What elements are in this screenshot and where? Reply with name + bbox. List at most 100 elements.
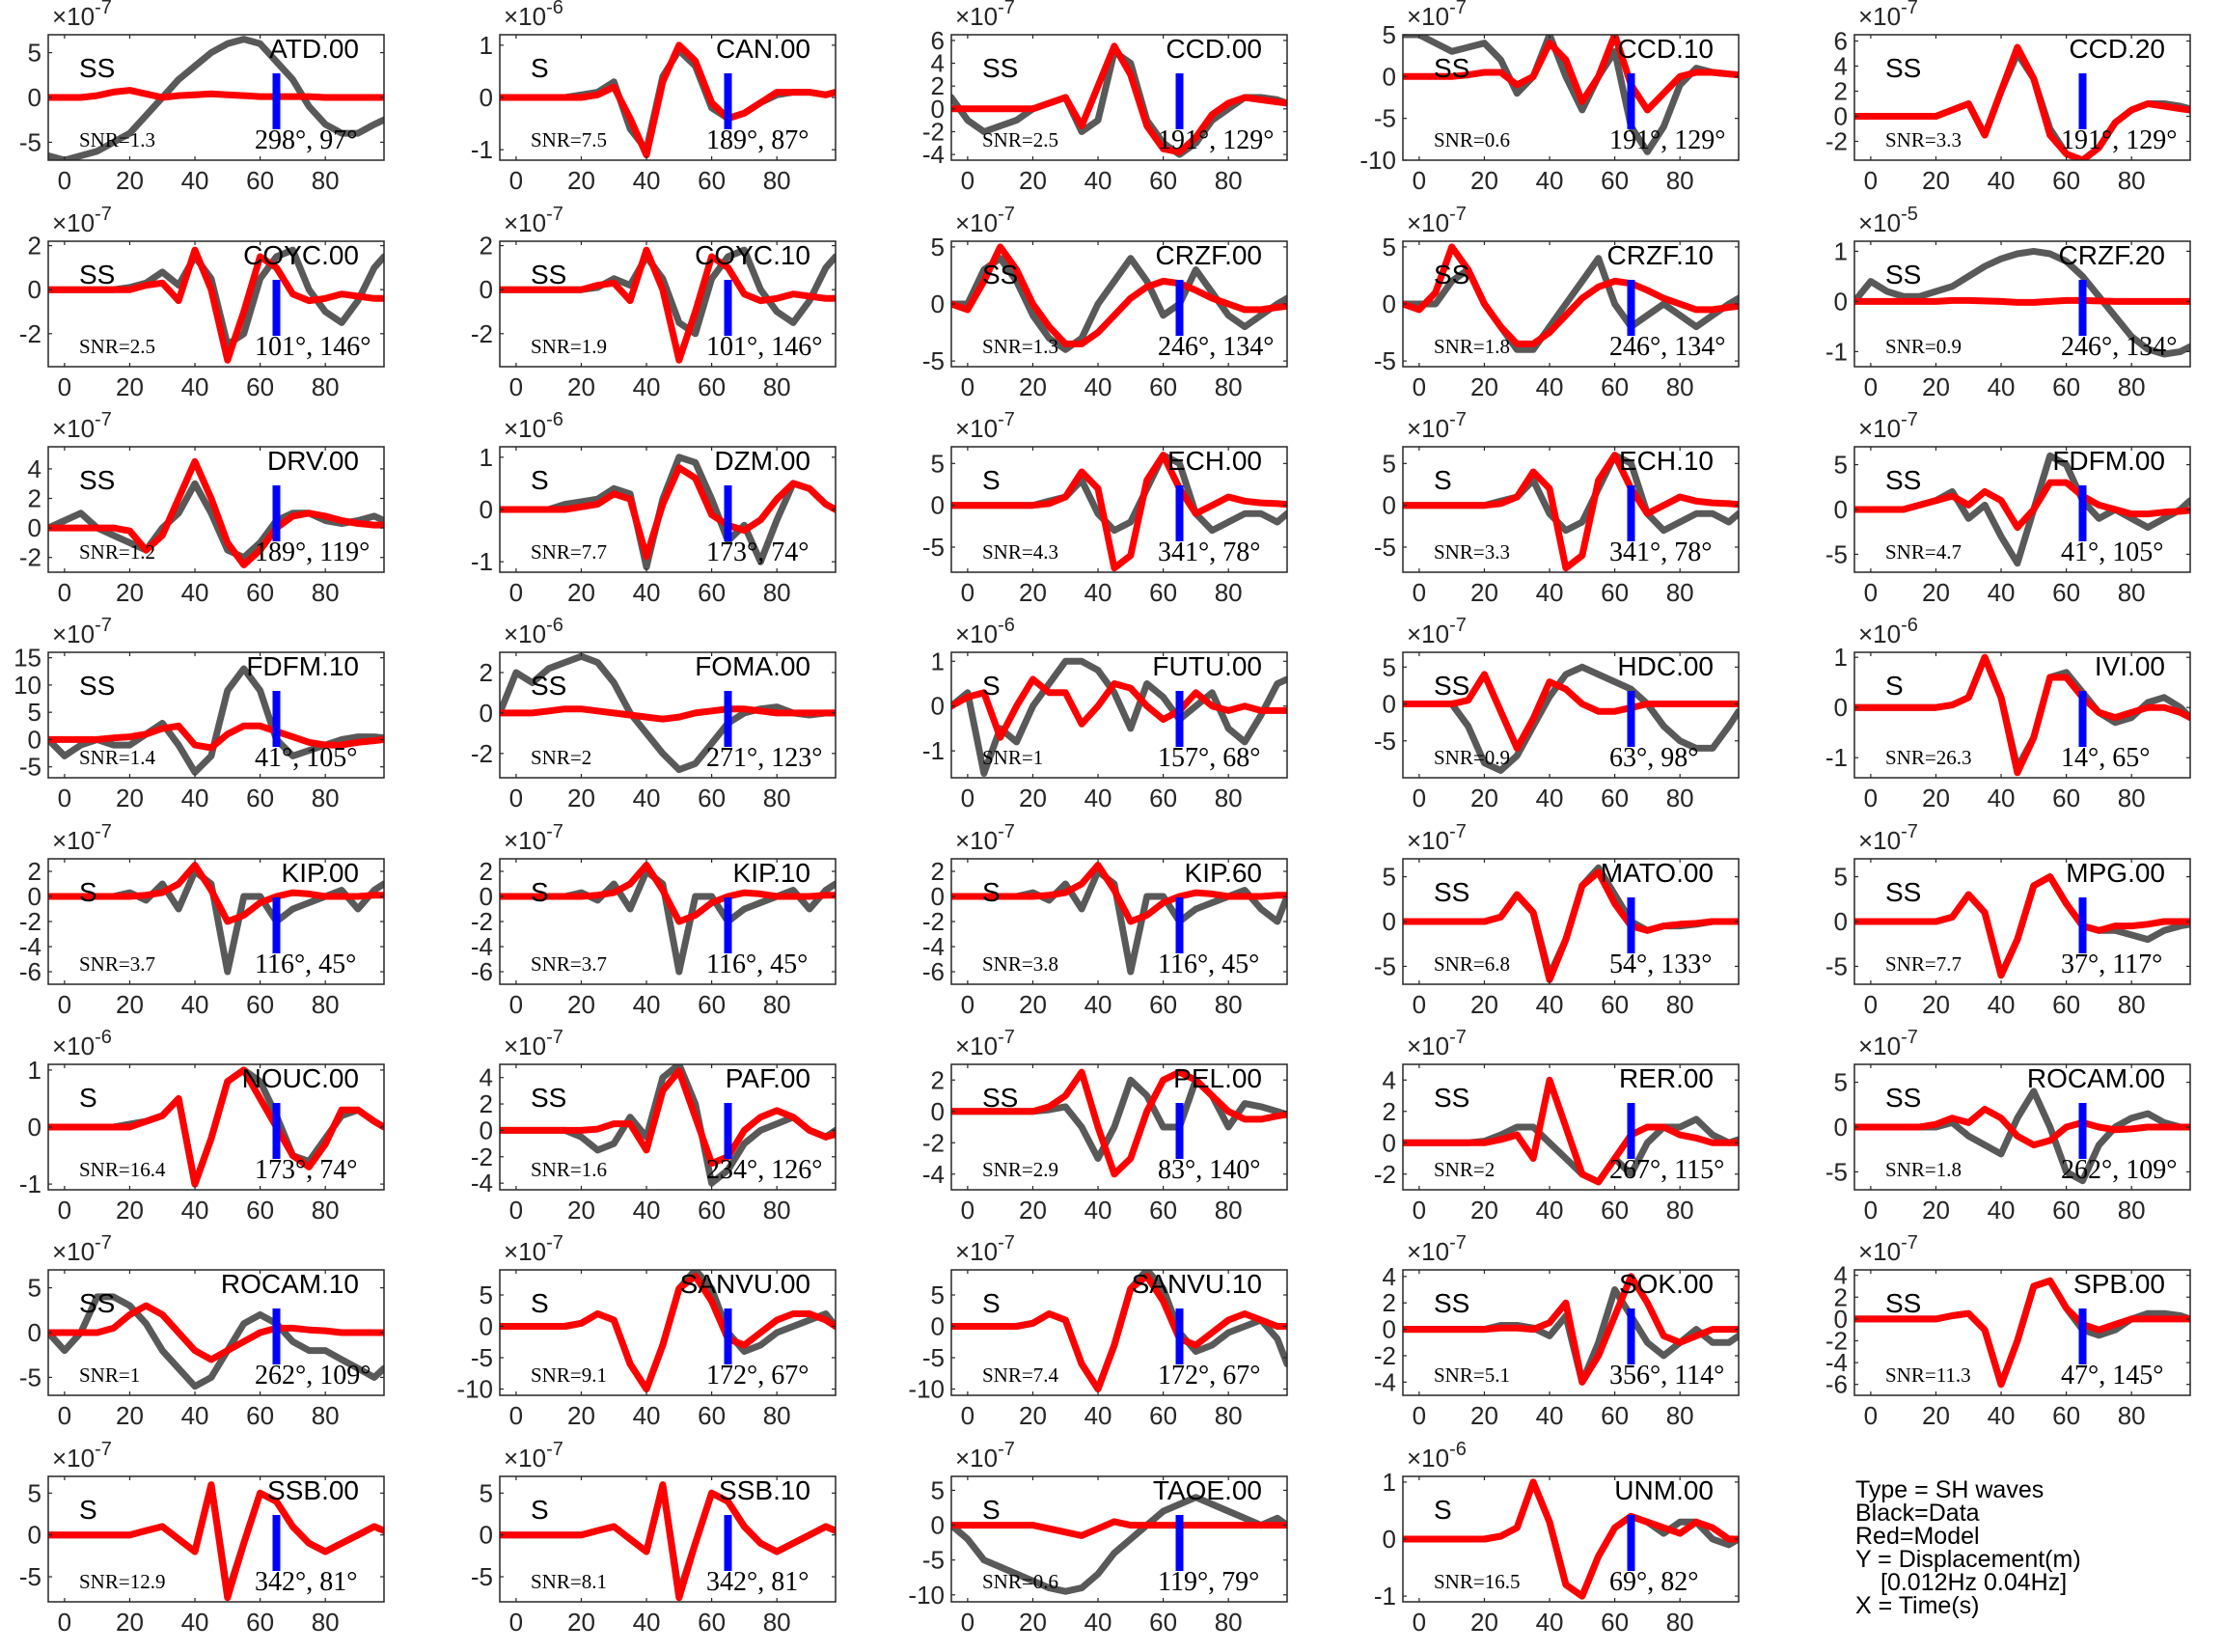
y-tick-label: -4 bbox=[922, 932, 945, 961]
phase-label: SS bbox=[79, 53, 115, 83]
azimuth-label: 41°, 105° bbox=[255, 743, 357, 773]
x-tick-label: 0 bbox=[1413, 784, 1426, 812]
station-label: CRZF.00 bbox=[1156, 240, 1262, 270]
snr-label: SNR=1.4 bbox=[79, 746, 155, 769]
y-exponent-label: ×10-7 bbox=[1407, 1027, 1467, 1060]
model-trace bbox=[1854, 873, 2190, 979]
phase-label: S bbox=[1434, 1495, 1452, 1525]
x-tick-label: 0 bbox=[961, 578, 974, 607]
arrival-marker bbox=[1627, 1515, 1635, 1571]
x-tick-label: 80 bbox=[312, 784, 340, 812]
y-exponent-label: ×10-7 bbox=[52, 1232, 112, 1266]
y-tick-label: 2 bbox=[28, 232, 41, 261]
axes-box bbox=[950, 446, 1288, 573]
x-tick-label: 0 bbox=[509, 166, 523, 195]
arrival-marker bbox=[724, 1308, 732, 1364]
snr-label: SNR=7.5 bbox=[531, 128, 607, 151]
x-tick-label: 0 bbox=[1413, 1401, 1426, 1430]
phase-label: S bbox=[79, 1083, 97, 1113]
subplot-rocam-10: 0 20 40 60 80 -5 0 5 ×10-7 SS ROCAM.10 SNR=1 262°, 1… bbox=[19, 1232, 385, 1430]
snr-label: SNR=1.8 bbox=[1434, 335, 1510, 358]
y-tick-label: 4 bbox=[1383, 1065, 1396, 1094]
y-tick-label: 0 bbox=[931, 491, 945, 520]
phase-label: S bbox=[531, 1495, 549, 1525]
model-trace bbox=[500, 1273, 836, 1392]
subplot-atd-00: 0 20 40 60 80 -5 0 5 ×10-7 SS ATD.00 SNR=1.3 298°, 9… bbox=[19, 0, 385, 195]
snr-label: SNR=9.1 bbox=[531, 1363, 607, 1387]
subplot-ivi-00: 0 20 40 60 80 -1 0 1 ×10-6 S IVI.00 SNR=26.3 14°, 65… bbox=[1825, 615, 2191, 812]
arrival-marker bbox=[2078, 1308, 2087, 1364]
x-tick-label: 40 bbox=[1536, 784, 1564, 812]
phase-label: SS bbox=[1434, 671, 1469, 701]
model-trace bbox=[1403, 868, 1739, 983]
y-tick-label: 0 bbox=[480, 882, 493, 911]
x-tick-label: 80 bbox=[2118, 990, 2146, 1019]
y-tick-label: -5 bbox=[1825, 539, 1848, 568]
y-tick-label: 0 bbox=[1834, 1305, 1848, 1334]
y-tick-label: 0 bbox=[1383, 1525, 1396, 1554]
subplot-crzf-00: 0 20 40 60 80 -5 0 5 ×10-7 SS CRZF.00 SNR=1.3 246°, … bbox=[922, 204, 1288, 401]
arrival-marker bbox=[1627, 485, 1635, 541]
y-exponent-label: ×10-7 bbox=[52, 0, 112, 31]
x-tick-label: 20 bbox=[1922, 1401, 1950, 1430]
axes-box bbox=[950, 1269, 1288, 1396]
x-tick-label: 80 bbox=[312, 166, 340, 195]
x-tick-label: 60 bbox=[1601, 1196, 1629, 1225]
azimuth-label: 119°, 79° bbox=[1158, 1567, 1259, 1597]
snr-label: SNR=16.4 bbox=[79, 1158, 166, 1181]
x-tick-label: 40 bbox=[1084, 784, 1112, 812]
x-tick-label: 20 bbox=[1019, 1401, 1047, 1430]
x-tick-label: 0 bbox=[1413, 372, 1426, 401]
y-tick-label: -4 bbox=[19, 932, 41, 961]
snr-label: SNR=0.9 bbox=[1885, 335, 1962, 358]
station-label: CRZF.10 bbox=[1607, 240, 1714, 270]
phase-label: S bbox=[79, 877, 97, 907]
y-tick-label: 2 bbox=[931, 857, 945, 886]
x-tick-label: 20 bbox=[1922, 372, 1950, 401]
y-tick-label: 2 bbox=[480, 1089, 493, 1118]
station-label: ECH.10 bbox=[1619, 446, 1714, 476]
arrival-marker bbox=[272, 691, 281, 747]
y-exponent-label: ×10-7 bbox=[955, 821, 1015, 855]
model-trace bbox=[951, 243, 1287, 347]
data-trace bbox=[48, 36, 384, 160]
x-tick-label: 60 bbox=[2052, 1401, 2080, 1430]
y-exponent-label: ×10-6 bbox=[52, 1027, 112, 1060]
arrival-marker bbox=[1627, 691, 1635, 747]
x-tick-label: 60 bbox=[2052, 990, 2080, 1019]
x-tick-label: 40 bbox=[1536, 372, 1564, 401]
model-trace bbox=[1854, 1277, 2190, 1389]
y-exponent-label: ×10-7 bbox=[1407, 204, 1467, 237]
y-tick-label: 0 bbox=[480, 1115, 493, 1144]
phase-label: S bbox=[982, 465, 1001, 495]
x-tick-label: 20 bbox=[567, 1196, 595, 1225]
y-tick-label: 5 bbox=[480, 1280, 493, 1309]
y-tick-label: 2 bbox=[1383, 1097, 1396, 1126]
x-tick-label: 20 bbox=[567, 1608, 595, 1637]
snr-label: SNR=3.3 bbox=[1885, 128, 1962, 151]
x-tick-label: 60 bbox=[246, 1401, 274, 1430]
y-tick-label: -1 bbox=[471, 547, 493, 576]
model-trace bbox=[1403, 243, 1739, 347]
snr-label: SNR=0.9 bbox=[1434, 746, 1510, 769]
station-label: KIP.10 bbox=[733, 858, 810, 888]
station-label: ROCAM.00 bbox=[2027, 1063, 2165, 1093]
data-trace bbox=[1403, 663, 1739, 774]
model-trace bbox=[1403, 1076, 1739, 1186]
arrival-marker bbox=[272, 485, 281, 541]
station-label: CCD.00 bbox=[1166, 34, 1262, 64]
phase-label: SS bbox=[1885, 53, 1921, 83]
model-trace bbox=[951, 1068, 1287, 1178]
arrival-marker bbox=[272, 1308, 281, 1364]
arrival-marker bbox=[2078, 897, 2087, 953]
azimuth-label: 189°, 87° bbox=[706, 125, 809, 155]
station-label: DRV.00 bbox=[267, 446, 359, 476]
snr-label: SNR=5.1 bbox=[1434, 1363, 1510, 1387]
x-tick-label: 60 bbox=[246, 1196, 274, 1225]
model-trace bbox=[500, 1481, 836, 1602]
x-tick-label: 60 bbox=[1149, 990, 1177, 1019]
azimuth-label: 83°, 140° bbox=[1158, 1155, 1260, 1185]
subplot-ech-00: 0 20 40 60 80 -5 0 5 ×10-7 S ECH.00 SNR=4.3 341°, 78… bbox=[922, 409, 1288, 607]
y-tick-label: 2 bbox=[480, 232, 493, 261]
